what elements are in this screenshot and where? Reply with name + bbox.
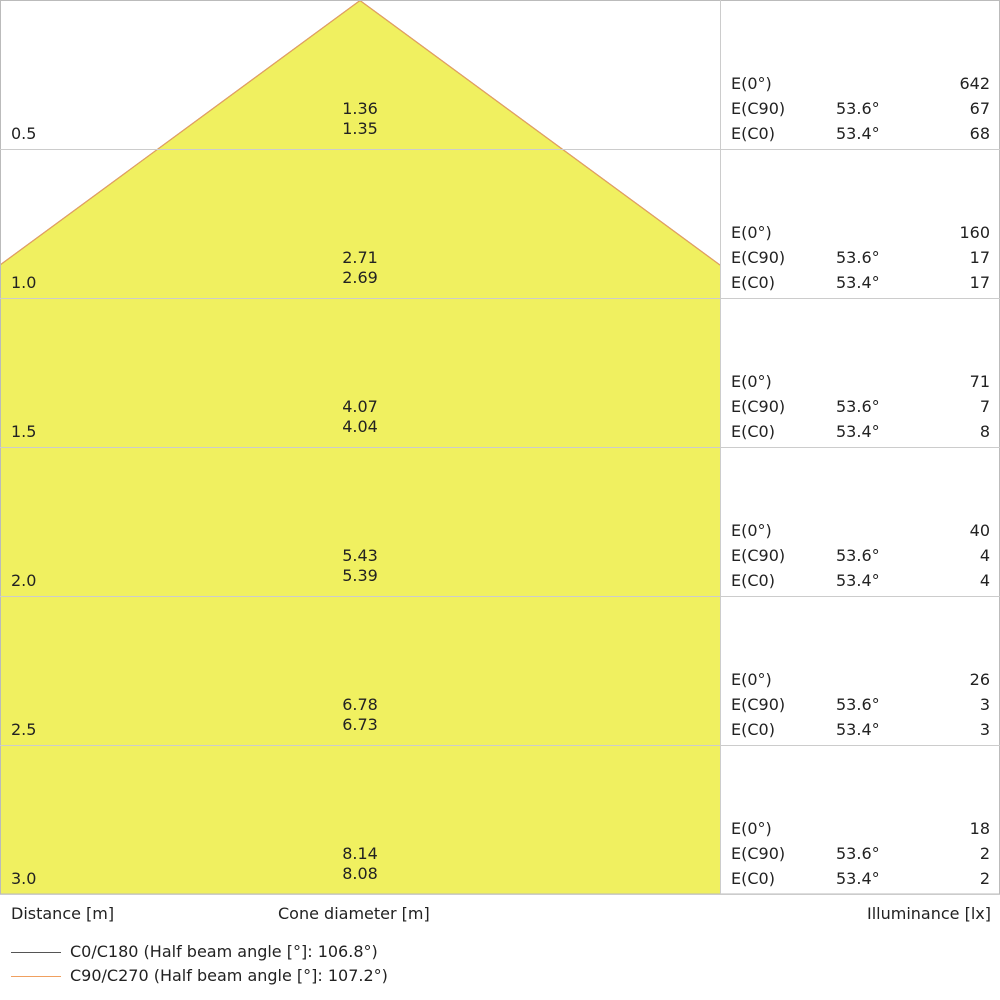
- x-axis-label: Distance [m]: [11, 904, 115, 923]
- illuminance-value-c0: 17: [970, 273, 990, 292]
- cone-diameter-c90: 4.07: [342, 397, 378, 416]
- illuminance-value-c90: 17: [970, 248, 990, 267]
- legend-swatch-c90: [11, 976, 61, 977]
- illuminance-value-e0: 71: [970, 372, 990, 391]
- distance-tick-label: 3.0: [11, 869, 36, 888]
- cone-chart: 0.5 1.361.35 E(0°) 642 E(C90) 53.6° 67 E(C0) 53.…: [0, 0, 1000, 895]
- beam-angle-c90: 53.6°: [836, 695, 880, 714]
- illuminance-label-e0: E(0°): [731, 74, 772, 93]
- illuminance-label-c90: E(C90): [731, 397, 785, 416]
- illuminance-label-c90: E(C90): [731, 695, 785, 714]
- beam-angle-c0: 53.4°: [836, 422, 880, 441]
- cone-diameter-c0: 5.39: [342, 566, 378, 585]
- cone-diameter-c0: 2.69: [342, 268, 378, 287]
- illuminance-value-c0: 8: [980, 422, 990, 441]
- illuminance-label-c90: E(C90): [731, 99, 785, 118]
- beam-angle-c90: 53.6°: [836, 248, 880, 267]
- illuminance-value-e0: 40: [970, 521, 990, 540]
- cone-diameter-c0: 4.04: [342, 417, 378, 436]
- beam-angle-c90: 53.6°: [836, 844, 880, 863]
- beam-angle-c90: 53.6°: [836, 397, 880, 416]
- illuminance-value-c90: 7: [980, 397, 990, 416]
- illuminance-label-c0: E(C0): [731, 124, 775, 143]
- cone-diameter-c0: 1.35: [342, 119, 378, 138]
- illuminance-label-c90: E(C90): [731, 546, 785, 565]
- beam-angle-c0: 53.4°: [836, 869, 880, 888]
- illuminance-label-c0: E(C0): [731, 422, 775, 441]
- illuminance-value-c0: 68: [970, 124, 990, 143]
- illuminance-label-c0: E(C0): [731, 571, 775, 590]
- illuminance-label-c90: E(C90): [731, 248, 785, 267]
- illuminance-label-e0: E(0°): [731, 223, 772, 242]
- illuminance-label-c0: E(C0): [731, 720, 775, 739]
- cone-diameter-c0: 6.73: [342, 715, 378, 734]
- beam-angle-c0: 53.4°: [836, 273, 880, 292]
- legend-swatch-c0: [11, 952, 61, 953]
- beam-angle-c0: 53.4°: [836, 124, 880, 143]
- illuminance-value-c90: 67: [970, 99, 990, 118]
- beam-angle-c0: 53.4°: [836, 720, 880, 739]
- illuminance-label-e0: E(0°): [731, 819, 772, 838]
- distance-tick-label: 1.5: [11, 422, 36, 441]
- illuminance-label: Illuminance [lx]: [867, 904, 991, 923]
- distance-tick-label: 2.0: [11, 571, 36, 590]
- illuminance-label-e0: E(0°): [731, 670, 772, 689]
- beam-angle-c90: 53.6°: [836, 546, 880, 565]
- beam-angle-c90: 53.6°: [836, 99, 880, 118]
- illuminance-value-e0: 18: [970, 819, 990, 838]
- beam-angle-c0: 53.4°: [836, 571, 880, 590]
- illuminance-label-e0: E(0°): [731, 372, 772, 391]
- illuminance-value-e0: 642: [959, 74, 990, 93]
- illuminance-value-c90: 4: [980, 546, 990, 565]
- distance-tick-label: 0.5: [11, 124, 36, 143]
- legend-entry-c0: C0/C180 (Half beam angle [°]: 106.8°): [70, 942, 378, 961]
- cone-diameter-c0: 8.08: [342, 864, 378, 883]
- cone-diameter-c90: 8.14: [342, 844, 378, 863]
- illuminance-value-c90: 2: [980, 844, 990, 863]
- illuminance-label-e0: E(0°): [731, 521, 772, 540]
- illuminance-value-c90: 3: [980, 695, 990, 714]
- cone-diameter-c90: 1.36: [342, 99, 378, 118]
- illuminance-label-c0: E(C0): [731, 869, 775, 888]
- illuminance-value-e0: 26: [970, 670, 990, 689]
- cone-diameter-c90: 5.43: [342, 546, 378, 565]
- cone-diameter-c90: 2.71: [342, 248, 378, 267]
- illuminance-value-c0: 2: [980, 869, 990, 888]
- illuminance-value-c0: 3: [980, 720, 990, 739]
- illuminance-label-c0: E(C0): [731, 273, 775, 292]
- distance-tick-label: 2.5: [11, 720, 36, 739]
- legend-entry-c90: C90/C270 (Half beam angle [°]: 107.2°): [70, 966, 388, 985]
- cone-diameter-label: Cone diameter [m]: [278, 904, 430, 923]
- distance-tick-label: 1.0: [11, 273, 36, 292]
- illuminance-value-c0: 4: [980, 571, 990, 590]
- illuminance-value-e0: 160: [959, 223, 990, 242]
- cone-diameter-c90: 6.78: [342, 695, 378, 714]
- illuminance-label-c90: E(C90): [731, 844, 785, 863]
